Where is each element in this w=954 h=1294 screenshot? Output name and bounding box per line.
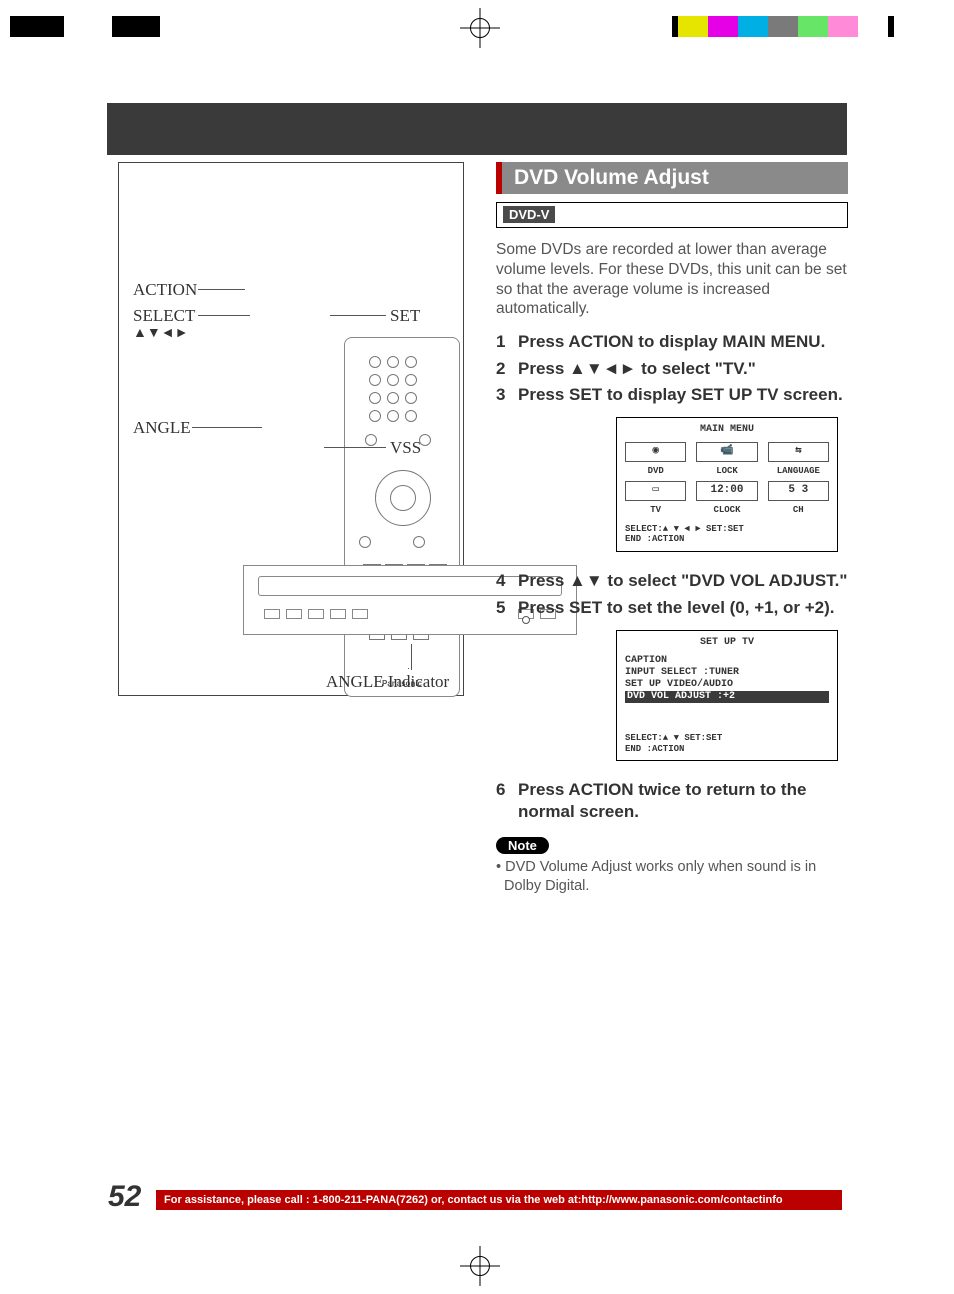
step-2: Press ▲▼◄► to select "TV." (496, 358, 848, 379)
label-select-arrows: ▲▼◄► (133, 324, 188, 340)
steps-4-5: Press ▲▼ to select "DVD VOL ADJUST." Pre… (496, 570, 848, 618)
label-set: SET (390, 306, 420, 326)
osd1-icon: ▭ (625, 481, 686, 501)
label-vss: VSS (390, 438, 421, 458)
leader-line (330, 315, 386, 316)
osd1-cell: TV (625, 505, 686, 516)
osd1-cell: LOCK (696, 466, 757, 477)
osd2-footer2: END :ACTION (625, 744, 829, 755)
intro-text: Some DVDs are recorded at lower than ave… (496, 240, 848, 319)
osd1-footer1: SELECT:▲ ▼ ◄ ► SET:SET (625, 524, 829, 535)
osd2-footer1: SELECT:▲ ▼ SET:SET (625, 733, 829, 744)
osd1-cell: LANGUAGE (768, 466, 829, 477)
section-title: DVD Volume Adjust (496, 162, 848, 194)
steps-6: Press ACTION twice to return to the norm… (496, 779, 848, 822)
label-action: ACTION (133, 280, 197, 300)
osd1-icon: ◉ (625, 442, 686, 462)
step-2a: Press (518, 359, 569, 378)
note-pill: Note (496, 837, 549, 854)
label-select: SELECT (133, 306, 195, 326)
step-4: Press ▲▼ to select "DVD VOL ADJUST." (496, 570, 848, 591)
step-3: Press SET to display SET UP TV screen. (496, 384, 848, 405)
step-2b: to select "TV." (636, 359, 755, 378)
step-5: Press SET to set the level (0, +1, or +2… (496, 597, 848, 618)
osd2-line: CAPTION (625, 655, 829, 667)
steps-1-3: Press ACTION to display MAIN MENU. Press… (496, 331, 848, 405)
note-body: • DVD Volume Adjust works only when soun… (496, 858, 848, 896)
step-4b: to select "DVD VOL ADJUST." (603, 571, 848, 590)
osd1-icon: 12:00 (696, 481, 757, 501)
osd1-icon: 5 3 (768, 481, 829, 501)
step-4a: Press (518, 571, 569, 590)
osd1-icon: ⇆ (768, 442, 829, 462)
osd1-cell: CLOCK (696, 505, 757, 516)
osd2-line: INPUT SELECT :TUNER (625, 667, 829, 679)
assistance-bar: For assistance, please call : 1-800-211-… (156, 1190, 842, 1210)
osd-main-menu: MAIN MENU ◉ 📹 ⇆ DVD LOCK LANGUAGE ▭ 12:00 5 3 TV C… (616, 417, 838, 552)
badge-box: DVD-V (496, 202, 848, 228)
colorbar-left (10, 16, 208, 37)
step-2-arrows: ▲▼◄► (569, 359, 636, 378)
osd1-cell: CH (768, 505, 829, 516)
header-band (107, 103, 847, 155)
osd1-title: MAIN MENU (625, 424, 829, 436)
leader-line (324, 447, 386, 448)
leader-line (198, 289, 245, 290)
osd1-footer2: END :ACTION (625, 534, 829, 545)
registration-mark-bottom (460, 1246, 500, 1286)
label-angle-indicator: ANGLE Indicator (326, 672, 449, 692)
osd-setup-tv: SET UP TV CAPTIONINPUT SELECT :TUNERSET … (616, 630, 838, 762)
page-number: 52 (108, 1180, 141, 1214)
step-1: Press ACTION to display MAIN MENU. (496, 331, 848, 352)
step-6: Press ACTION twice to return to the norm… (496, 779, 848, 822)
osd2-title: SET UP TV (625, 637, 829, 649)
label-angle: ANGLE (133, 418, 191, 438)
leader-line (411, 644, 412, 670)
osd1-icon: 📹 (696, 442, 757, 462)
leader-line (408, 668, 409, 669)
osd1-cell: DVD (625, 466, 686, 477)
content-column: DVD Volume Adjust DVD-V Some DVDs are re… (496, 162, 848, 896)
remote-illustration: Panasonic (344, 337, 460, 697)
dvd-v-badge: DVD-V (503, 206, 555, 223)
step-4-arrows: ▲▼ (569, 571, 603, 590)
colorbar-right (672, 16, 894, 37)
osd2-line: SET UP VIDEO/AUDIO (625, 679, 829, 691)
leader-line (192, 427, 262, 428)
leader-line (198, 315, 250, 316)
osd2-highlight: DVD VOL ADJUST :+2 (625, 691, 829, 703)
nav-pad-icon (375, 470, 431, 526)
registration-mark-top (460, 8, 500, 48)
